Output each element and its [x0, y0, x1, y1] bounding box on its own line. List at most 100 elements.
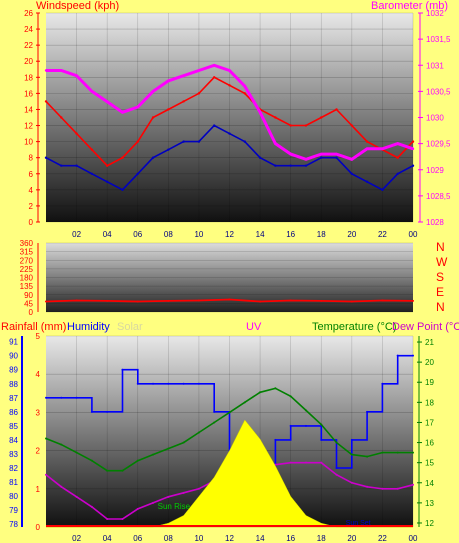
y-tick-rain: 4 [36, 370, 41, 379]
point-humidity [396, 354, 399, 357]
y-tick-humidity: 88 [9, 380, 18, 389]
point-temperature [228, 411, 231, 414]
point-humidity [274, 438, 277, 441]
point-dew-point [136, 507, 139, 510]
y-tick-humidity: 90 [9, 352, 18, 361]
y2-tick-barometer: 1029,5 [426, 140, 451, 149]
y-tick-temperature: 17 [425, 418, 434, 427]
point-temperature [366, 455, 369, 458]
point-barometer [365, 147, 369, 151]
compass-n-top: N [436, 240, 445, 254]
y-tick-rain: 2 [36, 447, 41, 456]
point-barometer [44, 69, 48, 72]
x-tick-wind: 20 [347, 230, 356, 239]
point-dew-point [396, 487, 399, 490]
point-barometer [151, 90, 155, 93]
point-humidity [412, 354, 414, 357]
point-humidity [304, 424, 307, 427]
point-windspeed [136, 140, 139, 143]
y-tick-temperature: 16 [425, 439, 434, 448]
y-tick-wind: 18 [24, 73, 33, 82]
point-dew-point [60, 485, 63, 488]
compass-e: E [436, 285, 445, 299]
point-humidity [213, 410, 216, 413]
point-humidity [45, 396, 47, 399]
point-temperature [197, 431, 200, 434]
point-windspeed [243, 92, 246, 95]
y2-tick-barometer: 1028 [426, 218, 444, 227]
point-gust [350, 172, 354, 175]
point-barometer [121, 111, 124, 114]
point-windspeed [396, 156, 399, 159]
y-tick-wind: 24 [24, 25, 33, 34]
point-barometer [289, 152, 292, 156]
y2-tick-barometer: 1031,5 [426, 35, 451, 44]
point-direction [259, 300, 262, 303]
compass-s: S [436, 270, 445, 284]
y-tick-direction: 45 [24, 299, 33, 308]
point-dew-point [350, 481, 353, 484]
point-humidity [197, 382, 200, 385]
point-temperature [60, 443, 63, 446]
point-dew-point [167, 495, 170, 498]
point-windspeed [228, 84, 231, 87]
x-tick-lower: 08 [164, 534, 173, 543]
point-barometer [304, 158, 308, 161]
y-tick-rain: 0 [36, 523, 41, 532]
point-gust [243, 140, 246, 143]
point-gust [396, 172, 399, 175]
point-dew-point [381, 487, 384, 490]
y-tick-humidity: 83 [9, 450, 18, 459]
sunrise-annotation: Sun Rise [158, 502, 191, 511]
point-humidity [381, 382, 384, 385]
point-barometer [105, 100, 109, 104]
y-tick-wind: 2 [29, 202, 34, 211]
point-barometer [411, 147, 415, 151]
y2-tick-barometer: 1029 [426, 166, 444, 175]
x-tick-wind: 22 [378, 230, 387, 239]
point-gust [289, 164, 292, 167]
y-tick-wind: 10 [24, 138, 33, 147]
x-tick-lower: 06 [133, 534, 142, 543]
point-temperature [90, 459, 93, 462]
y-tick-direction: 270 [20, 256, 34, 265]
point-temperature [136, 459, 139, 462]
point-humidity [106, 410, 109, 413]
y-tick-rain: 5 [36, 332, 41, 341]
point-dew-point [121, 517, 124, 520]
y-tick-direction: 360 [20, 239, 34, 248]
point-windspeed [197, 92, 201, 95]
x-tick-lower: 10 [194, 534, 203, 543]
y-tick-humidity: 79 [9, 506, 18, 515]
x-tick-lower: 00 [409, 534, 418, 543]
plot-area-wind [46, 13, 413, 222]
point-temperature [320, 423, 323, 426]
y-tick-rain: 3 [36, 408, 41, 417]
y2-tick-barometer: 1028,5 [426, 192, 451, 201]
x-tick-wind: 18 [317, 230, 326, 239]
point-dew-point [304, 461, 307, 464]
point-dew-point [45, 473, 47, 476]
point-dew-point [106, 517, 109, 520]
y2-tick-barometer: 1032 [426, 9, 444, 18]
point-direction [350, 300, 353, 303]
point-temperature [167, 447, 170, 450]
point-dew-point [320, 461, 323, 464]
y2-tick-barometer: 1030 [426, 114, 444, 123]
point-gust [274, 164, 277, 167]
y-tick-wind: 14 [24, 105, 33, 114]
point-gust [151, 156, 155, 159]
point-direction [45, 300, 47, 303]
point-direction [320, 299, 323, 302]
y-tick-humidity: 85 [9, 422, 18, 431]
point-windspeed [121, 156, 124, 159]
point-barometer [60, 69, 63, 72]
point-dew-point [335, 473, 338, 476]
x-tick-wind: 08 [164, 230, 173, 239]
rainfall-axis-label: Rainfall (mm) [1, 321, 67, 333]
point-gust [228, 132, 231, 135]
point-humidity [366, 410, 369, 413]
point-windspeed [75, 132, 78, 135]
point-windspeed [289, 124, 292, 127]
point-barometer [228, 69, 231, 72]
